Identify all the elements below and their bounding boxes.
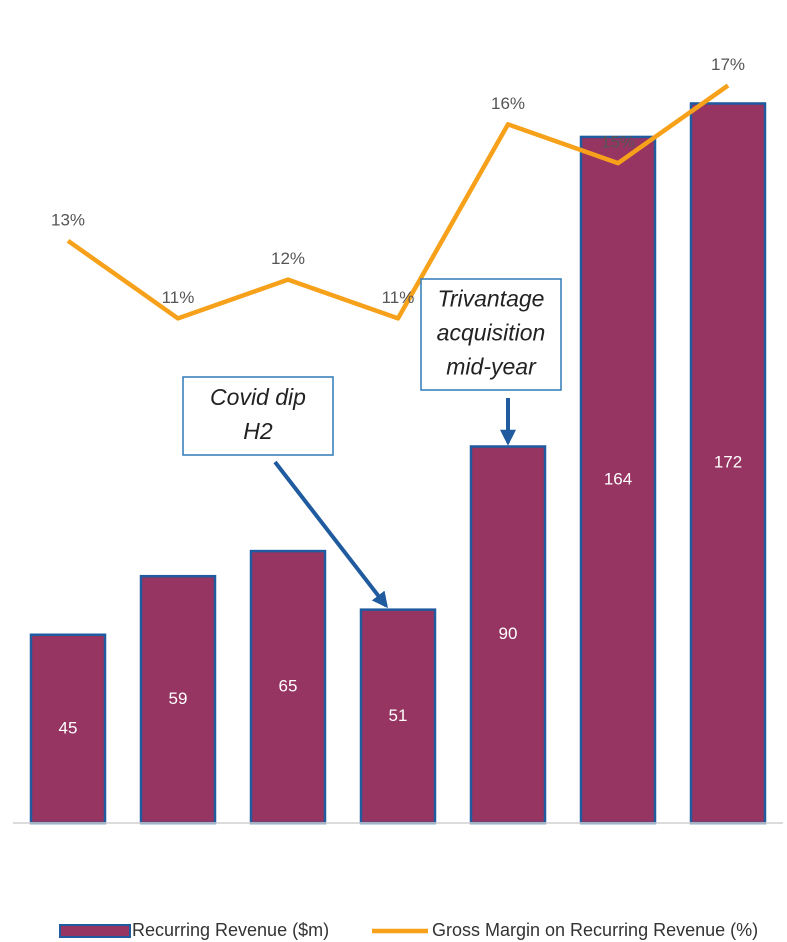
legend-label: Gross Margin on Recurring Revenue (%) — [432, 920, 758, 940]
bar-value-label: 90 — [499, 624, 518, 643]
bar — [579, 135, 657, 825]
legend-label: Recurring Revenue ($m) — [132, 920, 329, 940]
bar — [469, 445, 547, 825]
annotation-box — [182, 376, 334, 456]
line-value-label: 11% — [382, 288, 415, 307]
line-value-label: 13% — [51, 210, 85, 229]
line-value-label: 15% — [601, 133, 635, 152]
line-value-label: 16% — [491, 94, 525, 113]
line-value-label: 17% — [711, 55, 745, 74]
annotation-text: H2 — [243, 418, 273, 444]
annotation-text: acquisition — [437, 320, 546, 346]
bar-value-label: 59 — [169, 689, 188, 708]
bar — [689, 102, 767, 825]
line-value-label: 11% — [162, 288, 195, 307]
annotation-text: mid-year — [446, 354, 537, 380]
line — [66, 83, 730, 321]
annotation-arrow — [273, 460, 388, 609]
line-value-label: 12% — [271, 249, 305, 268]
bar-value-label: 164 — [604, 469, 632, 488]
bar-value-label: 51 — [389, 706, 408, 725]
annotation-box — [420, 278, 562, 391]
bar-value-label: 45 — [59, 718, 78, 737]
legend-swatch — [59, 924, 131, 938]
bar — [29, 633, 107, 825]
annotation-text: Trivantage — [438, 286, 545, 312]
annotation-text: Covid dip — [210, 384, 306, 410]
bar-value-label: 172 — [714, 453, 742, 472]
bar-value-label: 65 — [279, 677, 298, 696]
